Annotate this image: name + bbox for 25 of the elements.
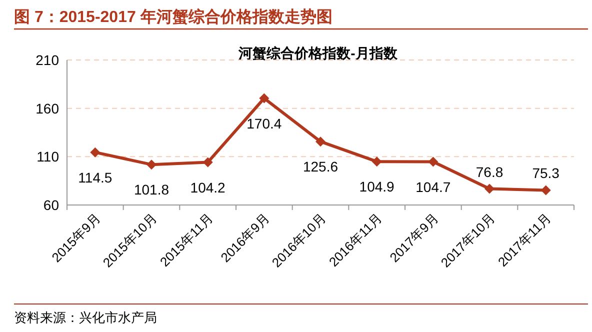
chart-subtitle: 河蟹综合价格指数-月指数: [238, 45, 398, 61]
point: [540, 185, 551, 196]
data-label: 101.8: [134, 182, 170, 198]
point: [146, 160, 156, 170]
point: [90, 147, 100, 158]
data-label: 114.5: [78, 169, 112, 186]
data-label: 76.8: [476, 164, 504, 180]
data-label: 104.9: [359, 178, 395, 195]
data-label: 104.2: [190, 179, 226, 196]
data-label: 104.7: [416, 178, 451, 195]
y-tick-label: 110: [36, 148, 60, 165]
data-label: 75.3: [532, 165, 560, 182]
y-tick-label: 210: [36, 52, 60, 68]
y-tick-label: 60: [43, 197, 60, 213]
point: [428, 156, 438, 167]
data-label: 125.6: [302, 158, 338, 175]
point: [484, 184, 494, 194]
y-tick-label: 160: [36, 100, 60, 116]
point: [316, 136, 326, 147]
chart-title: 图 7：2015-2017 年河蟹综合价格指数走势图: [14, 8, 332, 26]
point: [372, 156, 382, 167]
text: 资料来源：兴化市水产局: [14, 310, 157, 325]
point: [259, 93, 270, 104]
point: [202, 157, 213, 168]
data-label: 170.4: [246, 115, 282, 132]
